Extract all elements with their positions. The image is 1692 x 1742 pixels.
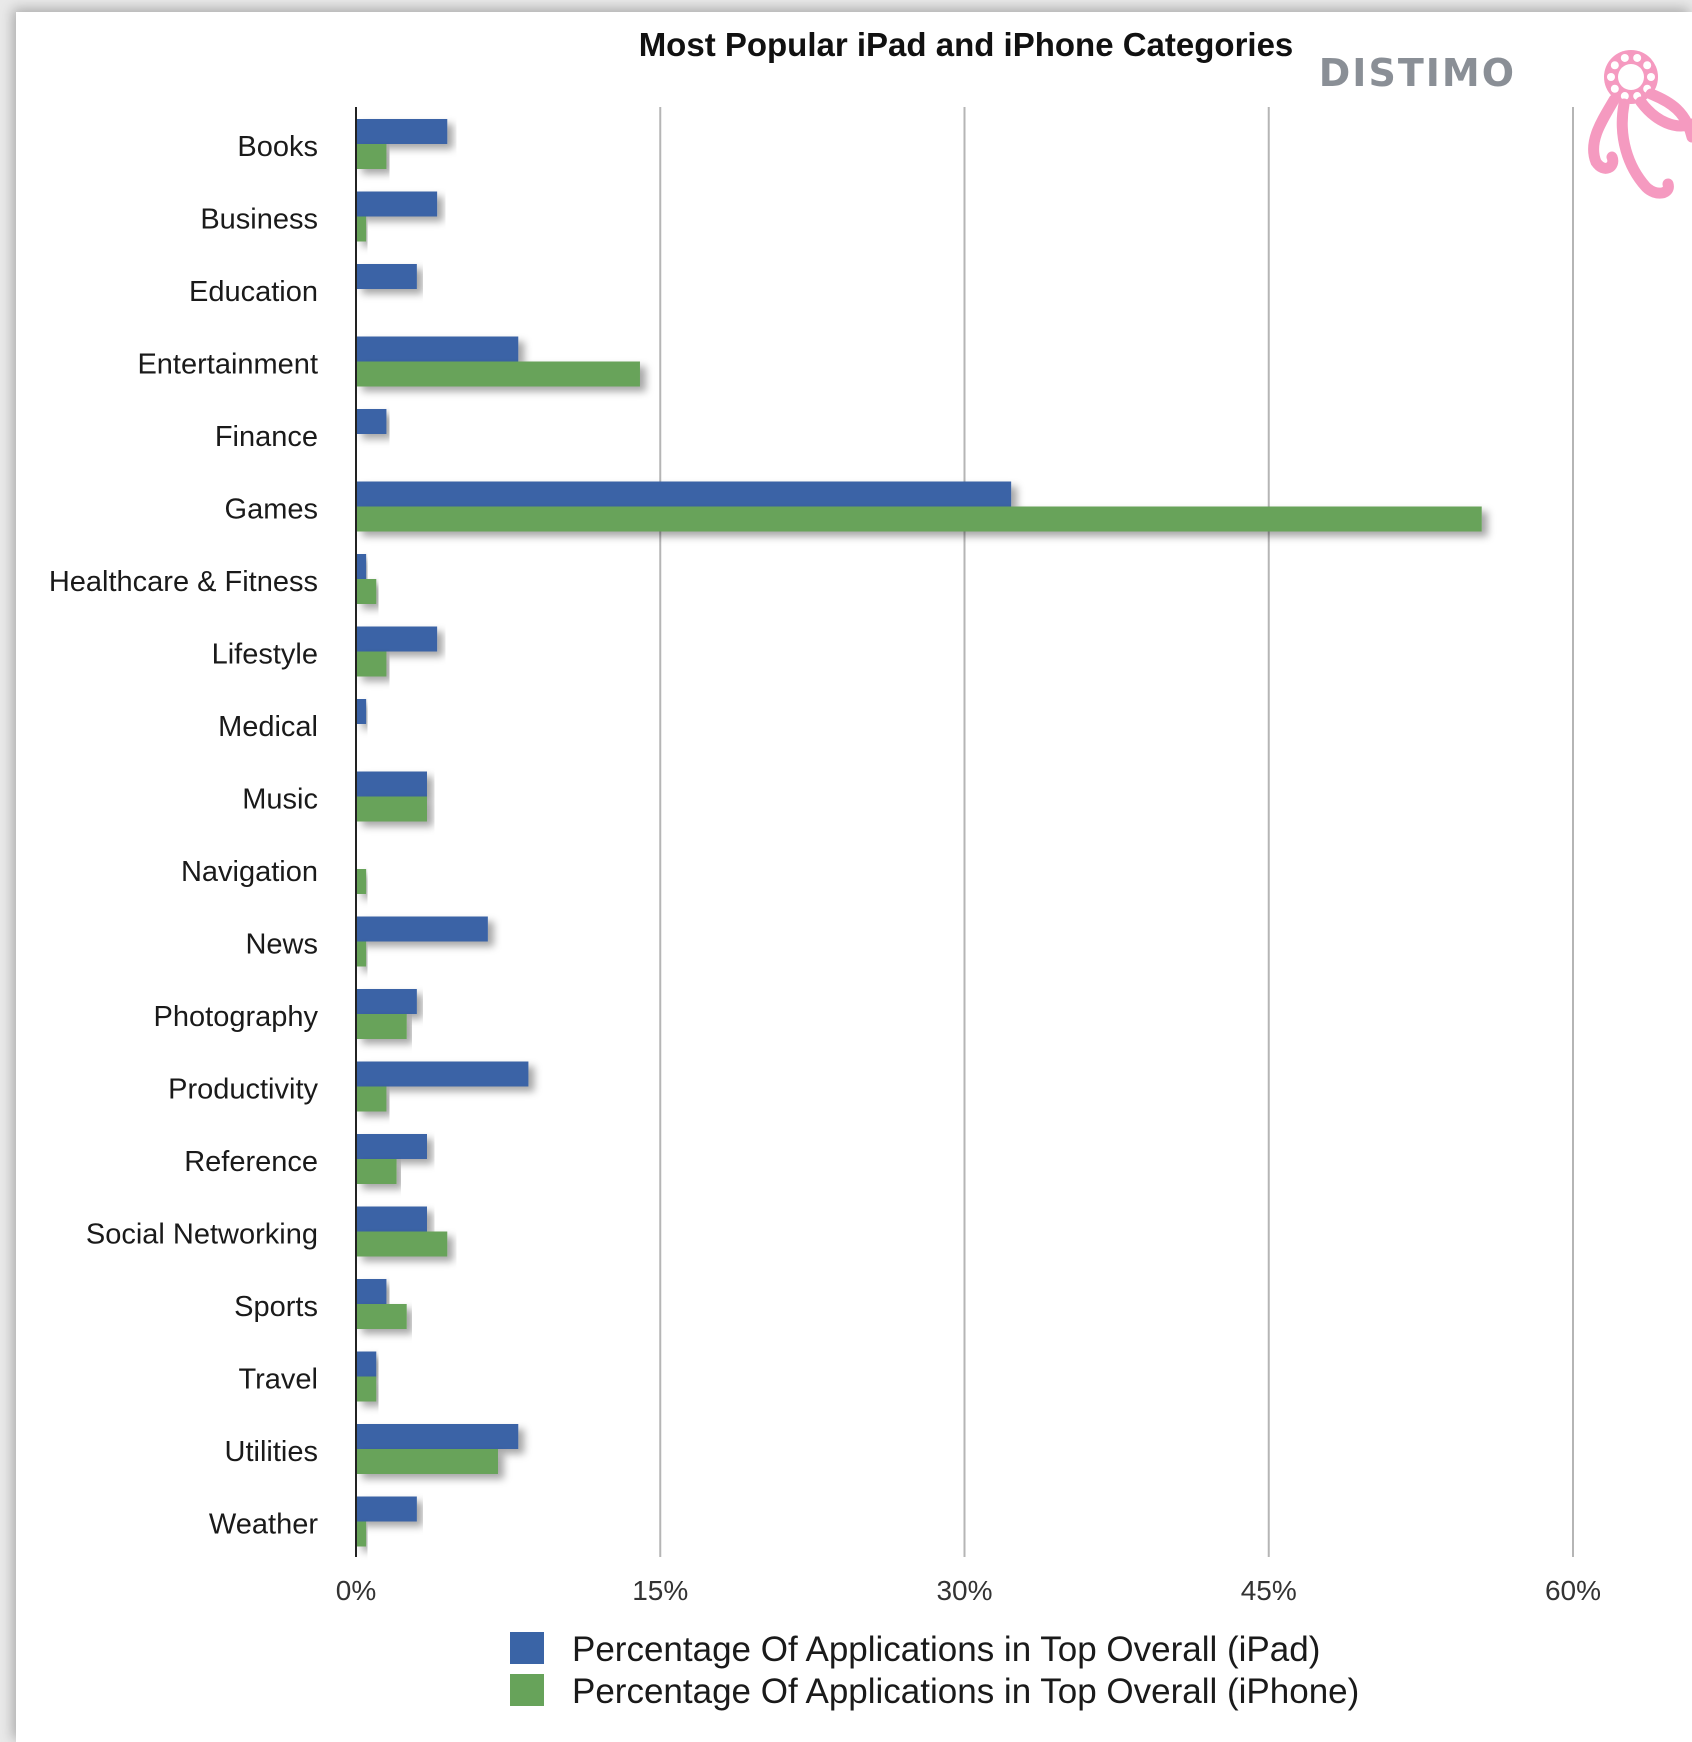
x-tick-label: 0% bbox=[336, 1575, 376, 1606]
legend-swatch-ipad bbox=[510, 1632, 544, 1664]
bar-iphone bbox=[356, 506, 1482, 532]
bar-iphone bbox=[356, 941, 367, 967]
bar-iphone bbox=[356, 1231, 448, 1257]
category-label: Travel bbox=[239, 1364, 319, 1396]
bar-iphone bbox=[356, 144, 387, 169]
bar-iphone bbox=[356, 1376, 377, 1402]
bar-ipad bbox=[356, 1061, 529, 1087]
category-label: News bbox=[245, 929, 318, 961]
category-label: Finance bbox=[215, 421, 318, 453]
bar-ipad bbox=[356, 1424, 519, 1449]
bar-ipad bbox=[356, 771, 427, 797]
octopus-logo-icon bbox=[1588, 50, 1692, 199]
category-label: Games bbox=[225, 494, 318, 526]
bar-ipad bbox=[356, 336, 519, 362]
bar-ipad bbox=[356, 554, 367, 579]
bar-ipad bbox=[356, 1351, 377, 1377]
legend: Percentage Of Applications in Top Overal… bbox=[510, 1630, 1359, 1711]
legend-swatch-iphone bbox=[510, 1674, 544, 1706]
brand-name: DISTIMO bbox=[1319, 51, 1516, 95]
bar-iphone bbox=[356, 1304, 407, 1329]
category-label: Business bbox=[200, 204, 318, 236]
bar-iphone bbox=[356, 216, 367, 242]
chart-title: Most Popular iPad and iPhone Categories bbox=[639, 26, 1294, 63]
bar-iphone bbox=[356, 579, 377, 604]
bar-iphone bbox=[356, 651, 387, 677]
category-labels: Books Business Education Entertainment Finan… bbox=[49, 131, 319, 1541]
bar-ipad bbox=[356, 264, 417, 289]
category-label: Sports bbox=[234, 1291, 318, 1323]
category-label: Weather bbox=[209, 1509, 318, 1541]
bar-ipad bbox=[356, 1134, 427, 1159]
bar-iphone bbox=[356, 1014, 407, 1039]
bar-ipad bbox=[356, 699, 367, 724]
bar-iphone bbox=[356, 361, 640, 387]
bars bbox=[356, 119, 1482, 1547]
x-tick-label: 60% bbox=[1545, 1575, 1601, 1606]
category-label: Productivity bbox=[168, 1074, 318, 1106]
bar-ipad bbox=[356, 119, 448, 144]
bar-ipad bbox=[356, 626, 438, 652]
x-tick-label: 15% bbox=[632, 1575, 688, 1606]
category-label: Reference bbox=[184, 1146, 318, 1178]
chart-card: Most Popular iPad and iPhone Categories … bbox=[16, 12, 1692, 1742]
bar-ipad bbox=[356, 916, 488, 942]
category-label: Education bbox=[189, 276, 318, 308]
brand-logo: DISTIMO bbox=[1319, 50, 1692, 199]
bar-iphone bbox=[356, 1521, 367, 1547]
bar-ipad bbox=[356, 1279, 387, 1304]
bar-ipad bbox=[356, 409, 387, 434]
category-label: Music bbox=[242, 784, 318, 816]
bar-ipad bbox=[356, 481, 1012, 507]
category-label: Books bbox=[237, 131, 318, 163]
category-label: Healthcare & Fitness bbox=[49, 566, 318, 598]
bar-ipad bbox=[356, 1496, 417, 1522]
bar-iphone bbox=[356, 1159, 397, 1184]
category-label: Navigation bbox=[181, 856, 318, 888]
category-label: Lifestyle bbox=[212, 639, 318, 671]
category-label: Medical bbox=[218, 711, 318, 743]
category-label: Utilities bbox=[225, 1436, 318, 1468]
legend-label-ipad: Percentage Of Applications in Top Overal… bbox=[572, 1630, 1320, 1669]
bar-iphone bbox=[356, 1449, 498, 1474]
bar-iphone bbox=[356, 796, 427, 822]
bar-ipad bbox=[356, 191, 438, 217]
bar-chart: Most Popular iPad and iPhone Categories … bbox=[49, 26, 1692, 1711]
bar-iphone bbox=[356, 869, 367, 894]
x-tick-label: 45% bbox=[1241, 1575, 1297, 1606]
legend-label-iphone: Percentage Of Applications in Top Overal… bbox=[572, 1672, 1359, 1711]
category-label: Entertainment bbox=[137, 349, 318, 381]
grid-lines bbox=[659, 107, 1574, 1557]
x-tick-label: 30% bbox=[936, 1575, 992, 1606]
bar-ipad bbox=[356, 1206, 427, 1232]
bar-iphone bbox=[356, 1086, 387, 1112]
x-axis-ticks: 0% 15% 30% 45% 60% bbox=[336, 1575, 1601, 1606]
bar-ipad bbox=[356, 989, 417, 1014]
category-label: Social Networking bbox=[86, 1219, 318, 1251]
category-label: Photography bbox=[154, 1001, 319, 1033]
